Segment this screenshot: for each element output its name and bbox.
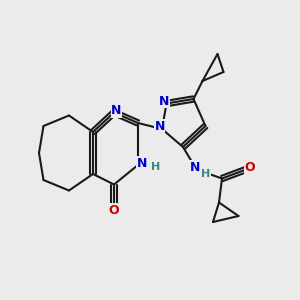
Text: O: O — [244, 160, 255, 174]
Text: H: H — [151, 161, 160, 172]
Text: N: N — [154, 120, 165, 133]
Text: N: N — [159, 94, 169, 108]
Text: H: H — [202, 169, 211, 179]
Text: N: N — [136, 157, 147, 170]
Text: N: N — [190, 160, 200, 174]
Text: H: H — [151, 161, 160, 172]
Text: O: O — [109, 203, 119, 217]
Text: N: N — [111, 104, 122, 118]
